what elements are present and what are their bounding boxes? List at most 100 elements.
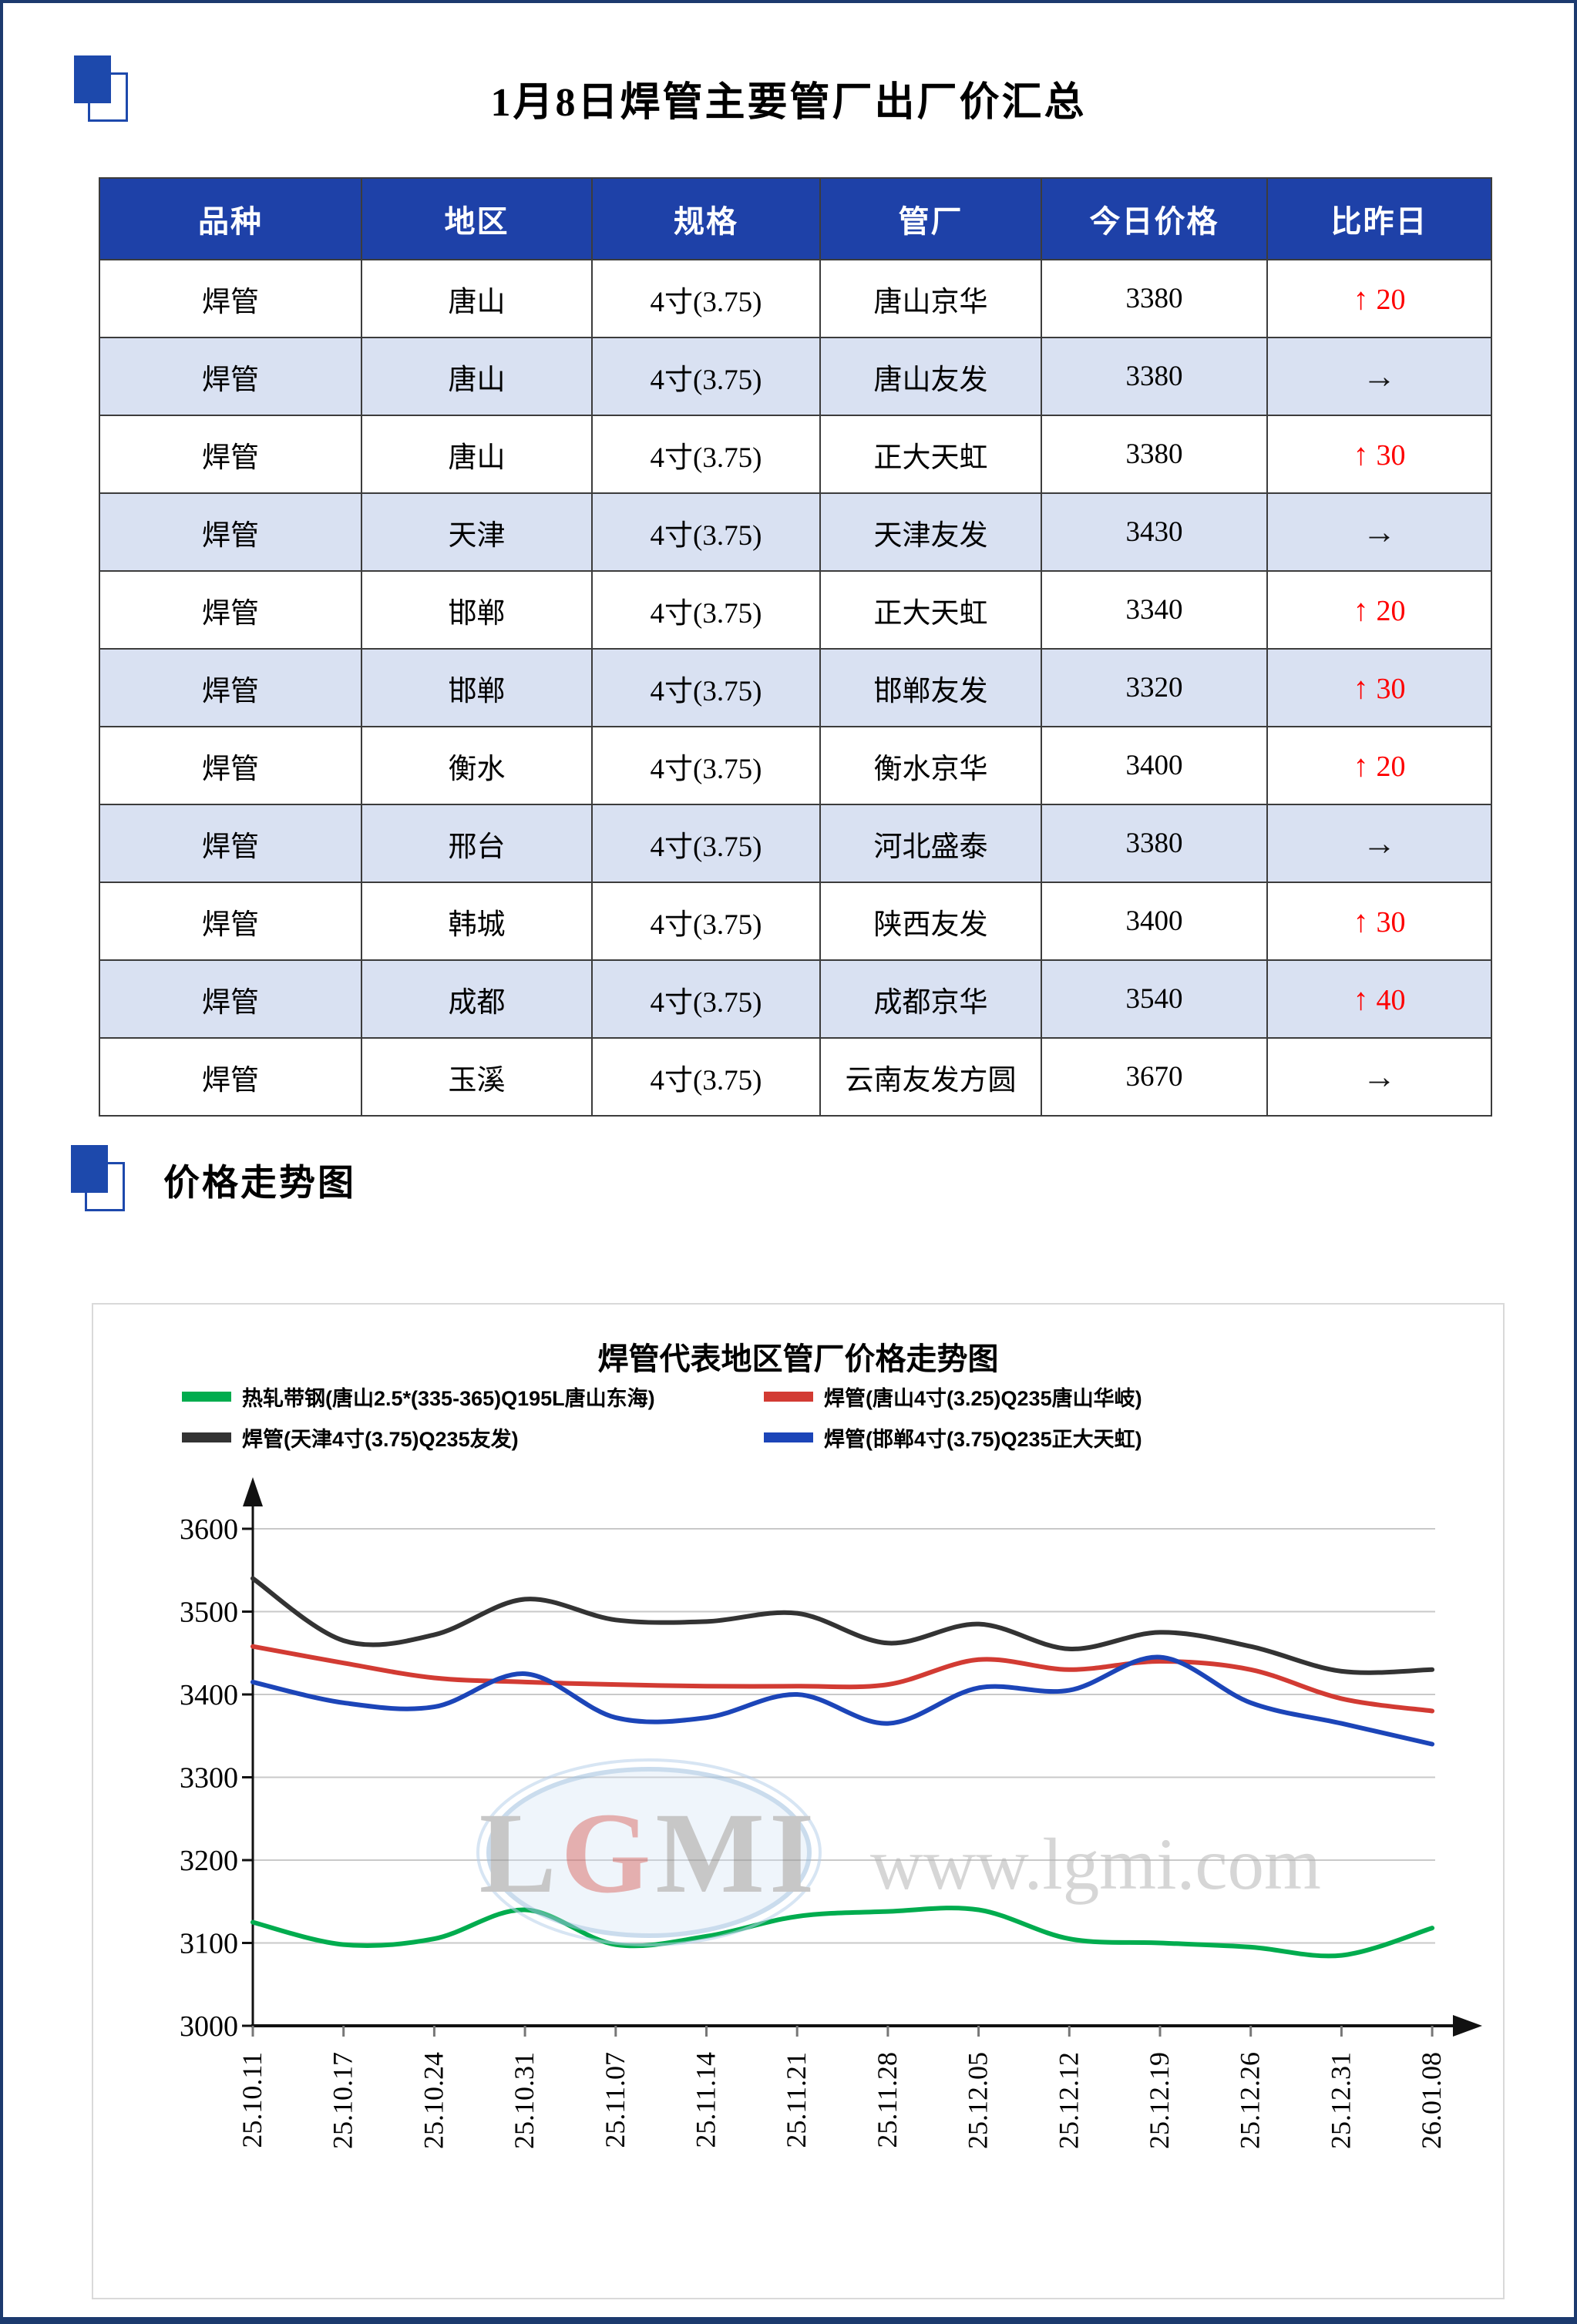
table-row: 焊管 韩城 4寸(3.75) 陕西友发 3400 ↑ 30 <box>99 882 1492 961</box>
up-arrow-icon: ↑ <box>1353 281 1369 316</box>
legend-line-swatch <box>764 1432 813 1442</box>
x-tick-label: 25.10.24 <box>418 2052 449 2149</box>
cell: 衡水 <box>361 726 593 805</box>
change-cell: ↑ 30 <box>1266 882 1492 961</box>
change-value: 30 <box>1376 439 1406 472</box>
flat-arrow-icon: → <box>1362 358 1397 395</box>
cell: 焊管 <box>99 337 362 416</box>
x-tick-label: 25.11.21 <box>781 2052 812 2148</box>
change-cell: → <box>1266 1037 1492 1117</box>
cell: 焊管 <box>99 648 362 727</box>
cell: 玉溪 <box>361 1037 593 1117</box>
cell: 焊管 <box>99 259 362 338</box>
change-value: 30 <box>1376 906 1406 939</box>
square-fill <box>74 55 111 103</box>
x-tick-label: 25.12.19 <box>1144 2052 1175 2149</box>
cell: 4寸(3.75) <box>591 882 821 961</box>
x-tick-label: 25.10.31 <box>509 2052 540 2149</box>
up-arrow-icon: ↑ <box>1353 748 1369 783</box>
cell: 3400 <box>1041 882 1268 961</box>
section-title: 价格走势图 <box>163 1163 356 1204</box>
cell: 邯郸 <box>361 648 593 727</box>
cell: 4寸(3.75) <box>591 259 821 338</box>
header-cell: 比昨日 <box>1266 177 1492 260</box>
x-tick-label: 25.12.26 <box>1235 2052 1266 2149</box>
cell: 4寸(3.75) <box>591 337 821 416</box>
cell: 唐山友发 <box>819 337 1042 416</box>
y-tick-label: 3000 <box>180 2010 238 2043</box>
cell: 陕西友发 <box>819 882 1042 961</box>
cell: 焊管 <box>99 959 362 1039</box>
x-tick-label: 25.11.28 <box>872 2052 903 2148</box>
x-tick-label: 25.10.17 <box>328 2052 358 2149</box>
cell: 3320 <box>1041 648 1268 727</box>
cell: 4寸(3.75) <box>591 1037 821 1117</box>
chart-legend: 热轧带钢(唐山2.5*(335-365)Q195L唐山东海) 焊管(唐山4寸(3.… <box>182 1382 1142 1452</box>
cell: 邢台 <box>361 804 593 883</box>
cell: 河北盛泰 <box>819 804 1042 883</box>
table-row: 焊管 唐山 4寸(3.75) 正大天虹 3380 ↑ 30 <box>99 415 1492 494</box>
header-cell: 品种 <box>99 177 362 260</box>
watermark-logo-ellipse <box>486 1767 812 1938</box>
change-cell: ↑ 20 <box>1266 259 1492 338</box>
up-arrow-icon: ↑ <box>1353 982 1369 1016</box>
change-value: 20 <box>1376 751 1406 783</box>
x-tick-label: 25.11.07 <box>600 2052 630 2148</box>
header-cell: 地区 <box>361 177 593 260</box>
title-square-icon <box>74 55 128 123</box>
legend-item: 焊管(天津4寸(3.75)Q235友发) <box>182 1422 764 1452</box>
cell: 3540 <box>1041 959 1268 1039</box>
change-value: 20 <box>1376 595 1406 627</box>
x-tick-label: 25.11.14 <box>691 2052 721 2148</box>
header-cell: 管厂 <box>819 177 1042 260</box>
y-tick-label: 3500 <box>180 1597 238 1629</box>
x-tick-label: 26.01.08 <box>1416 2052 1447 2149</box>
cell: 焊管 <box>99 726 362 805</box>
cell: 衡水京华 <box>819 726 1042 805</box>
table-row: 焊管 邯郸 4寸(3.75) 邯郸友发 3320 ↑ 30 <box>99 648 1492 727</box>
cell: 4寸(3.75) <box>591 570 821 650</box>
cell: 焊管 <box>99 804 362 883</box>
cell: 4寸(3.75) <box>591 648 821 727</box>
up-arrow-icon: ↑ <box>1353 437 1369 472</box>
change-value: 20 <box>1376 284 1406 316</box>
cell: 天津 <box>361 492 593 572</box>
cell: 3380 <box>1041 259 1268 338</box>
cell: 4寸(3.75) <box>591 959 821 1039</box>
table-row: 焊管 天津 4寸(3.75) 天津友发 3430 → <box>99 492 1492 572</box>
section-square-icon <box>71 1145 125 1213</box>
table-row: 焊管 唐山 4寸(3.75) 唐山友发 3380 → <box>99 337 1492 416</box>
legend-line-swatch <box>182 1432 231 1442</box>
cell: 成都 <box>361 959 593 1039</box>
series-line <box>251 1906 1435 1959</box>
change-value: 30 <box>1376 673 1406 705</box>
cell: 邯郸 <box>361 570 593 650</box>
series-line <box>251 1654 1435 1747</box>
cell: 3380 <box>1041 804 1268 883</box>
chart-title: 焊管代表地区管厂价格走势图 <box>597 1342 999 1376</box>
legend-item: 热轧带钢(唐山2.5*(335-365)Q195L唐山东海) <box>182 1382 764 1412</box>
header-cell: 今日价格 <box>1041 177 1268 260</box>
header-cell: 规格 <box>591 177 821 260</box>
table-row: 焊管 成都 4寸(3.75) 成都京华 3540 ↑ 40 <box>99 959 1492 1039</box>
cell: 唐山 <box>361 415 593 494</box>
watermark-url-text: www.lgmi.com <box>870 1823 1321 1905</box>
series-line <box>251 1644 1435 1714</box>
x-tick-label: 25.10.11 <box>237 2052 267 2148</box>
cell: 焊管 <box>99 492 362 572</box>
watermark: LGMI www.lgmi.com <box>476 1758 1321 1946</box>
cell: 4寸(3.75) <box>591 726 821 805</box>
x-tick-label: 25.12.12 <box>1053 2052 1084 2149</box>
cell: 唐山 <box>361 259 593 338</box>
up-arrow-icon: ↑ <box>1353 670 1369 705</box>
up-arrow-icon: ↑ <box>1353 593 1369 627</box>
flat-arrow-icon: → <box>1362 824 1397 862</box>
y-tick-label: 3300 <box>180 1762 238 1795</box>
cell: 3430 <box>1041 492 1268 572</box>
cell: 焊管 <box>99 415 362 494</box>
up-arrow-icon: ↑ <box>1353 904 1369 939</box>
y-tick-label: 3600 <box>180 1513 238 1546</box>
page-title: 1月8日焊管主要管厂出厂价汇总 <box>490 81 1087 125</box>
legend-label: 焊管(邯郸4寸(3.75)Q235正大天虹) <box>824 1428 1142 1451</box>
